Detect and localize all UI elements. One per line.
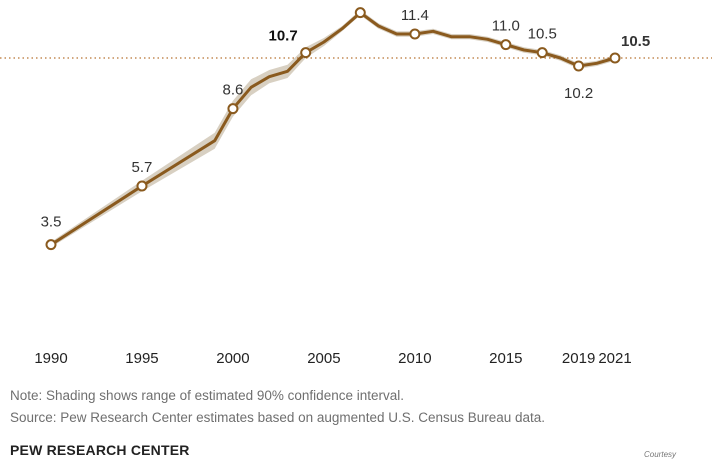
data-point-marker: [45, 239, 57, 251]
data-point-marker: [354, 7, 366, 19]
data-label: 10.5: [528, 26, 557, 43]
data-point-marker: [500, 39, 512, 51]
data-point-marker: [409, 28, 421, 40]
brand-name: PEW RESEARCH CENTER: [10, 442, 190, 458]
x-tick-label: 2015: [489, 350, 522, 367]
data-label: 3.5: [41, 214, 62, 231]
data-point-marker: [573, 60, 585, 72]
data-point-marker: [136, 180, 148, 192]
x-tick-label: 2019: [562, 350, 595, 367]
image-credit: Courtesy: [644, 450, 677, 459]
data-point-marker: [609, 52, 621, 64]
data-point-marker: [227, 103, 239, 115]
series-line-layer: [49, 11, 617, 247]
data-label: 10.7: [269, 28, 298, 45]
data-label: 11.4: [401, 7, 429, 24]
x-tick-label: 2010: [398, 350, 431, 367]
data-point-marker: [536, 47, 548, 59]
series-line: [49, 11, 617, 247]
data-label: 11.0: [492, 18, 520, 35]
x-tick-label: 2000: [216, 350, 249, 367]
confidence-band: [51, 10, 615, 248]
confidence-band-layer: [51, 10, 615, 248]
chart-note: Note: Shading shows range of estimated 9…: [10, 388, 404, 403]
x-tick-label: 1990: [34, 350, 67, 367]
data-label: 8.6: [223, 82, 244, 99]
x-tick-label: 2021: [598, 350, 631, 367]
marker-layer: [45, 7, 621, 251]
x-axis-ticks: 1990 1995 2000 2005 2010 2015 2019 2021: [34, 350, 631, 367]
data-label-layer: 3.5 5.7 8.6 10.7 11.4 11.0 10.5 10.2 10.5: [41, 7, 651, 231]
x-tick-label: 2005: [307, 350, 340, 367]
x-tick-label: 1995: [125, 350, 158, 367]
data-label: 10.5: [621, 33, 650, 50]
data-label: 5.7: [132, 159, 153, 176]
chart-source: Source: Pew Research Center estimates ba…: [10, 410, 546, 425]
data-point-marker: [300, 47, 312, 59]
data-label: 10.2: [564, 85, 593, 102]
